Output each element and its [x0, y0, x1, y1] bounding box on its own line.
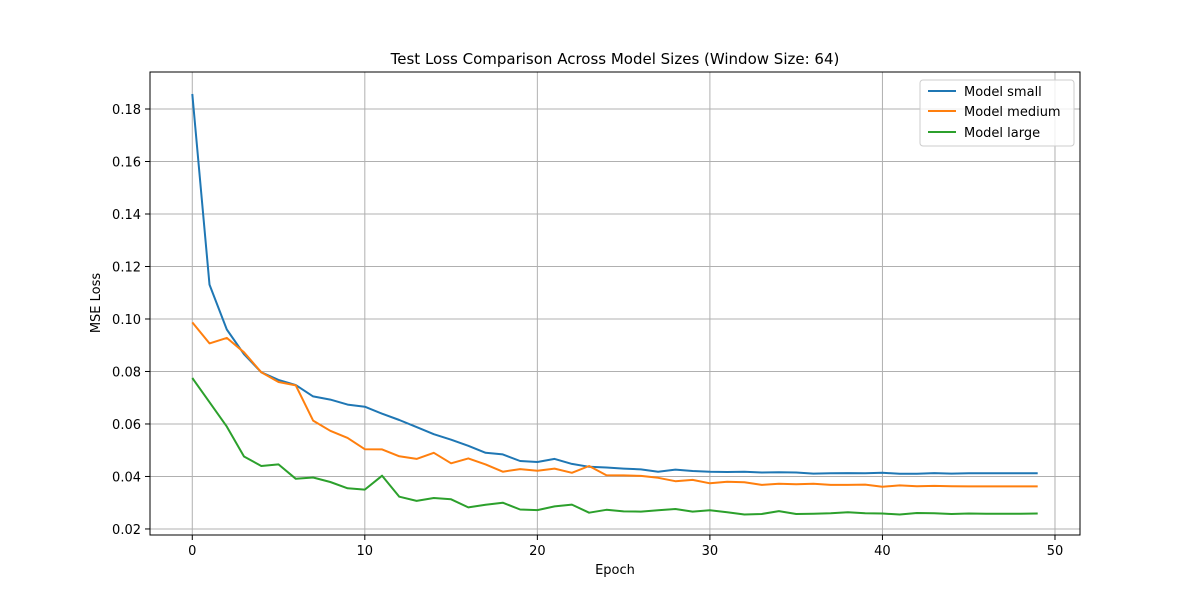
legend: Model small Model medium Model large	[919, 79, 1075, 147]
legend-label-small: Model small	[964, 85, 1042, 100]
y-tick-label: 0.10	[112, 313, 141, 328]
y-tick-label: 0.04	[112, 470, 141, 485]
x-axis-title: Epoch	[595, 563, 635, 578]
y-tick-label: 0.08	[112, 365, 141, 380]
y-tick-label: 0.02	[112, 523, 141, 538]
grid	[150, 72, 1080, 535]
x-tick-label: 30	[702, 544, 719, 559]
chart-title: Test Loss Comparison Across Model Sizes …	[390, 50, 840, 68]
y-tick-label: 0.14	[112, 208, 141, 223]
x-tick-label: 20	[529, 544, 546, 559]
series-line-model-medium	[191, 321, 1038, 488]
x-axis-ticks: 0 10 20 30 40 50	[188, 535, 1063, 559]
y-tick-label: 0.18	[112, 103, 141, 118]
y-axis-title: MSE Loss	[89, 273, 104, 334]
series-line-model-small	[191, 93, 1038, 475]
y-tick-label: 0.16	[112, 156, 141, 171]
y-tick-label: 0.06	[112, 418, 141, 433]
legend-label-large: Model large	[964, 126, 1040, 141]
x-tick-label: 0	[188, 544, 196, 559]
y-tick-label: 0.12	[112, 260, 141, 275]
series-line-model-large	[191, 377, 1038, 516]
y-axis-ticks: 0.02 0.04 0.06 0.08 0.10 0.12 0.14 0.16 0.18	[112, 103, 150, 538]
legend-label-medium: Model medium	[964, 105, 1061, 120]
x-tick-label: 40	[874, 544, 891, 559]
plot-frame	[149, 71, 1081, 536]
series-lines	[191, 93, 1038, 516]
x-tick-label: 10	[357, 544, 374, 559]
x-tick-label: 50	[1047, 544, 1064, 559]
legend-box	[919, 79, 1075, 147]
